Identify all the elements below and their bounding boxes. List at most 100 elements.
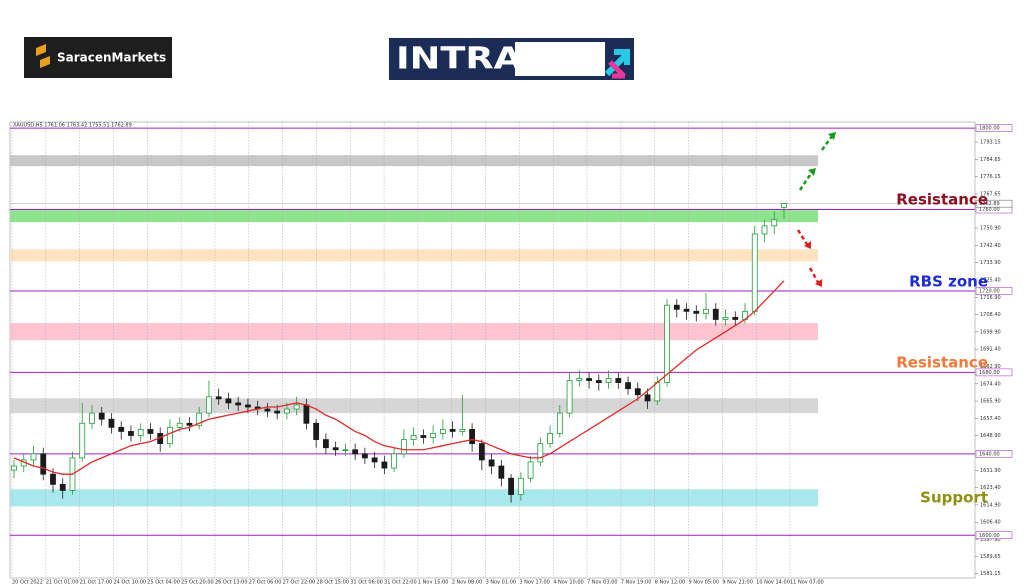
candle-body: [137, 428, 144, 436]
candle-body: [449, 428, 456, 432]
x-tick-label: 21 Oct 17:00: [80, 580, 113, 586]
level-label-box: [975, 368, 1013, 377]
candle-body: [40, 453, 47, 475]
symbol-info: XAUUSD,H5 1761.06 1763.42 1755.51 1762.8…: [13, 123, 132, 129]
candle-body: [498, 465, 505, 479]
arrow-head: [804, 241, 811, 249]
candle-body: [186, 422, 193, 426]
last-price-label: 1762.89: [979, 201, 1000, 207]
candle-body: [566, 380, 573, 414]
x-tick-label: 7 Nov 19:00: [621, 580, 652, 586]
zone: [10, 489, 818, 507]
y-tick-label: 1776.15: [980, 174, 1001, 180]
x-tick-label: 25 Oct 20:00: [181, 580, 214, 586]
x-tick-label: 21 Oct 01:00: [46, 580, 79, 586]
candle-body: [118, 426, 125, 432]
candle-body: [147, 428, 154, 434]
candle-body: [664, 304, 670, 383]
moving-average: [13, 280, 785, 475]
y-tick-label: 1597.90: [980, 537, 1001, 543]
x-tick-label: 3 Nov 01:00: [486, 580, 517, 586]
x-tick-label: 3 Nov 17:00: [519, 580, 550, 586]
x-tick-label: 1 Nov 15:00: [418, 580, 449, 586]
candle-body: [644, 394, 651, 402]
y-tick-label: 1657.40: [980, 416, 1001, 422]
candle-body: [576, 378, 583, 381]
level-label: 1720.00: [979, 288, 1000, 294]
candle-body: [98, 412, 105, 420]
x-tick-label: 27 Oct 06:00: [249, 580, 282, 586]
arrow-down: [808, 267, 821, 285]
candle-body: [722, 317, 729, 320]
candle-body: [683, 308, 690, 312]
y-tick-label: 1784.65: [980, 157, 1001, 163]
candle-body: [206, 396, 212, 414]
candle-body: [761, 225, 768, 235]
candle-body: [11, 465, 17, 471]
y-tick-label: 1648.90: [980, 433, 1001, 439]
candle-body: [303, 404, 310, 424]
candle-body: [50, 473, 56, 485]
candle-body: [605, 378, 612, 383]
level-label-box: [975, 124, 1013, 132]
candle-body: [332, 447, 339, 451]
y-tick-label: 1623.40: [980, 485, 1001, 491]
candle-body: [732, 317, 739, 320]
x-tick-label: 8 Nov 12:00: [655, 580, 686, 586]
candle-body: [128, 431, 134, 436]
candle-body: [556, 412, 563, 434]
level-label: 1760.00: [979, 207, 1000, 213]
x-tick-label: 28 Oct 15:00: [316, 580, 349, 586]
level-label: 1680.00: [979, 370, 1000, 376]
candle-body: [225, 398, 232, 404]
arrow-head: [808, 168, 816, 176]
x-tick-label: 10 Nov 14:00: [756, 580, 790, 586]
level-label: 1640.00: [979, 451, 1000, 457]
candle-body: [459, 428, 466, 432]
candle-body: [410, 435, 417, 440]
last-price-box: [975, 199, 1013, 208]
candle-body: [371, 457, 378, 463]
x-tick-label: 31 Oct 22:00: [384, 580, 417, 586]
candle-body: [527, 461, 534, 479]
y-tick-label: 1589.65: [980, 554, 1001, 560]
candle-body: [89, 412, 95, 424]
candle-body: [771, 219, 778, 227]
level-label: 1800.00: [979, 126, 1000, 132]
banner-highlight: [515, 42, 605, 76]
candle-body: [361, 453, 368, 459]
candle-body: [274, 410, 281, 414]
level-label: 1600.00: [979, 533, 1000, 539]
y-tick-label: 1674.40: [980, 381, 1001, 387]
candle-body: [673, 304, 680, 310]
y-tick-label: 1733.90: [980, 260, 1001, 266]
x-tick-label: 24 Oct 10:00: [113, 580, 146, 586]
candle-body: [508, 477, 514, 495]
candle-body: [537, 443, 544, 463]
level-label-box: [975, 531, 1013, 539]
candle-body: [215, 396, 222, 400]
y-tick-label: 1793.15: [980, 140, 1001, 146]
candle-body: [547, 433, 553, 445]
candle-body: [342, 449, 349, 451]
candle-body: [469, 428, 476, 445]
candle-body: [322, 439, 329, 449]
y-tick-label: 1614.90: [980, 502, 1001, 508]
banner-title: INTRADAY: [396, 42, 606, 77]
candle-body: [586, 378, 592, 381]
candle-body: [391, 453, 398, 469]
arrow-up: [798, 171, 814, 191]
candle-body: [478, 443, 485, 461]
candle-body: [108, 418, 115, 428]
candle-body: [30, 453, 37, 461]
y-tick-label: 1665.90: [980, 399, 1001, 405]
zone: [10, 155, 818, 167]
candle-body: [439, 428, 446, 434]
candle-body: [284, 408, 290, 414]
banner-arrow-down: [608, 60, 626, 79]
zone: [10, 210, 818, 223]
candle-body: [235, 402, 242, 406]
y-tick-label: 1767.65: [980, 191, 1001, 197]
